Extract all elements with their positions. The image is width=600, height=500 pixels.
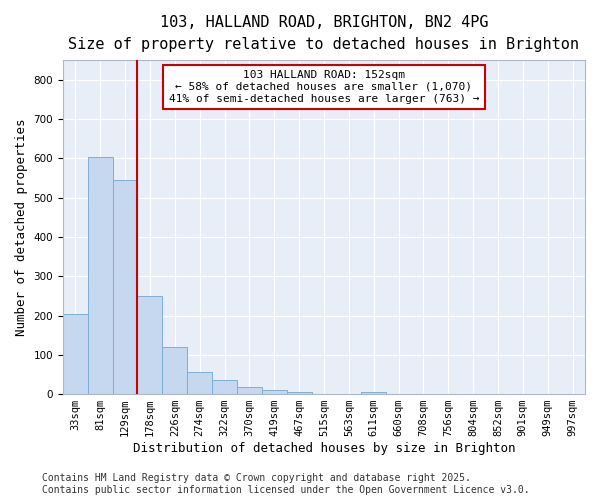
Bar xyxy=(113,180,137,394)
Bar xyxy=(137,296,163,394)
Bar xyxy=(88,156,113,394)
Bar xyxy=(361,392,386,394)
Title: 103, HALLAND ROAD, BRIGHTON, BN2 4PG
Size of property relative to detached house: 103, HALLAND ROAD, BRIGHTON, BN2 4PG Siz… xyxy=(68,15,580,52)
X-axis label: Distribution of detached houses by size in Brighton: Distribution of detached houses by size … xyxy=(133,442,515,455)
Text: 103 HALLAND ROAD: 152sqm
← 58% of detached houses are smaller (1,070)
41% of sem: 103 HALLAND ROAD: 152sqm ← 58% of detach… xyxy=(169,70,479,104)
Bar xyxy=(262,390,287,394)
Text: Contains HM Land Registry data © Crown copyright and database right 2025.
Contai: Contains HM Land Registry data © Crown c… xyxy=(42,474,530,495)
Y-axis label: Number of detached properties: Number of detached properties xyxy=(15,118,28,336)
Bar xyxy=(237,387,262,394)
Bar xyxy=(187,372,212,394)
Bar xyxy=(287,392,311,394)
Bar xyxy=(63,314,88,394)
Bar xyxy=(212,380,237,394)
Bar xyxy=(163,347,187,394)
